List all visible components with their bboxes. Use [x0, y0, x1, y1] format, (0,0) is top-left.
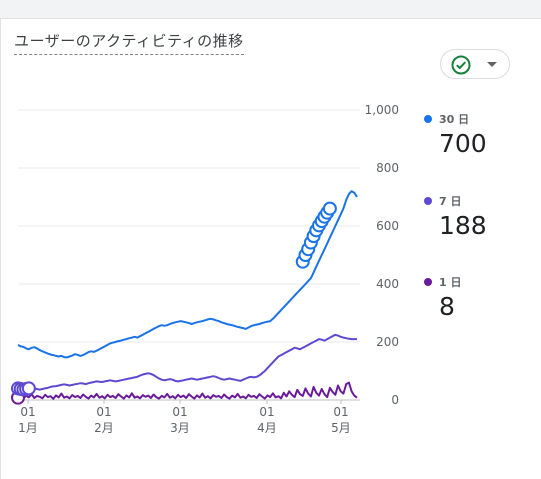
activity-card — [0, 18, 541, 479]
legend-dot-7-days — [424, 197, 432, 205]
y-tick-label: 800 — [376, 161, 399, 175]
legend-item-7-days: 7 日 188 — [424, 193, 487, 240]
x-tick-month: 4月 — [257, 421, 277, 435]
legend-value-1-day: 8 — [439, 292, 455, 321]
status-dropdown-button[interactable] — [440, 49, 510, 79]
x-tick-day: 01 — [333, 405, 348, 419]
series-marker-7-日 — [21, 381, 36, 396]
series-line-1-日 — [17, 381, 358, 400]
chevron-down-icon — [487, 62, 497, 67]
check-circle-icon — [451, 55, 471, 79]
legend-item-1-day: 1 日 8 — [424, 274, 461, 321]
x-tick-day: 01 — [96, 405, 111, 419]
x-tick-day: 01 — [20, 405, 35, 419]
x-tick-month: 5月 — [331, 421, 351, 435]
card-title[interactable]: ユーザーのアクティビティの推移 — [14, 30, 244, 55]
legend-dot-30-days — [424, 115, 432, 123]
legend-value-30-days: 700 — [439, 129, 487, 158]
series-line-30-日 — [17, 190, 358, 359]
legend-dot-1-day — [424, 278, 432, 286]
y-tick-label: 600 — [376, 219, 399, 233]
legend-item-30-days: 30 日 700 — [424, 111, 487, 158]
x-tick-month: 1月 — [18, 421, 38, 435]
series-line-7-日 — [17, 333, 357, 391]
legend-label-7-days: 7 日 — [439, 195, 462, 208]
x-tick-day: 01 — [259, 405, 274, 419]
legend-value-7-days: 188 — [439, 211, 487, 240]
x-tick-month: 2月 — [94, 421, 114, 435]
x-tick-day: 01 — [172, 405, 187, 419]
x-tick-month: 3月 — [170, 421, 190, 435]
y-tick-label: 0 — [391, 393, 399, 407]
legend-label-30-days: 30 日 — [439, 113, 470, 126]
legend-label-1-day: 1 日 — [439, 276, 462, 289]
series-marker-30-日 — [322, 201, 337, 216]
y-tick-label: 400 — [376, 277, 399, 291]
y-tick-label: 200 — [376, 335, 399, 349]
y-tick-label: 1,000 — [365, 103, 399, 117]
